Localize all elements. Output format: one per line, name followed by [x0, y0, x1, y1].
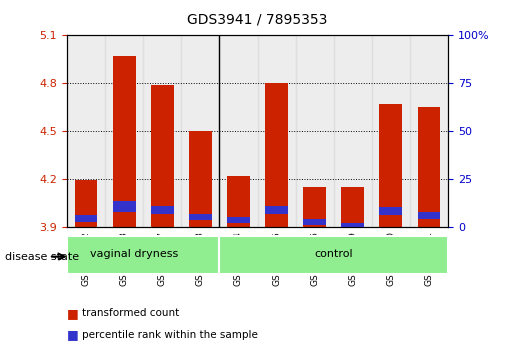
Bar [143, 35, 181, 227]
Bar [75, 215, 97, 222]
Text: ■: ■ [67, 307, 79, 320]
Bar [372, 35, 410, 227]
Text: GDS3941 / 7895353: GDS3941 / 7895353 [187, 12, 328, 27]
Bar [341, 223, 364, 230]
Bar [113, 201, 135, 212]
Bar [341, 187, 364, 227]
Bar [303, 219, 326, 225]
Bar [258, 35, 296, 227]
Bar [296, 35, 334, 227]
Bar [265, 206, 288, 214]
Bar [380, 207, 402, 216]
Bar [219, 236, 448, 274]
Text: ■: ■ [67, 328, 79, 341]
Bar [113, 56, 135, 227]
Bar [265, 83, 288, 227]
Bar [189, 131, 212, 227]
Text: control: control [314, 249, 353, 259]
Bar [151, 206, 174, 214]
Bar [418, 107, 440, 227]
Bar [219, 35, 258, 227]
Bar [151, 85, 174, 227]
Bar [67, 236, 219, 274]
Bar [334, 35, 372, 227]
Bar [227, 217, 250, 223]
Bar [380, 104, 402, 227]
Bar [227, 176, 250, 227]
Bar [189, 214, 212, 220]
Bar [418, 212, 440, 218]
Bar [181, 35, 219, 227]
Text: vaginal dryness: vaginal dryness [90, 249, 178, 259]
Bar [410, 35, 448, 227]
Bar [303, 187, 326, 227]
Bar [105, 35, 143, 227]
Text: transformed count: transformed count [82, 308, 180, 318]
Text: percentile rank within the sample: percentile rank within the sample [82, 330, 259, 339]
Bar [67, 35, 105, 227]
Bar [75, 181, 97, 227]
Text: disease state: disease state [5, 252, 79, 262]
